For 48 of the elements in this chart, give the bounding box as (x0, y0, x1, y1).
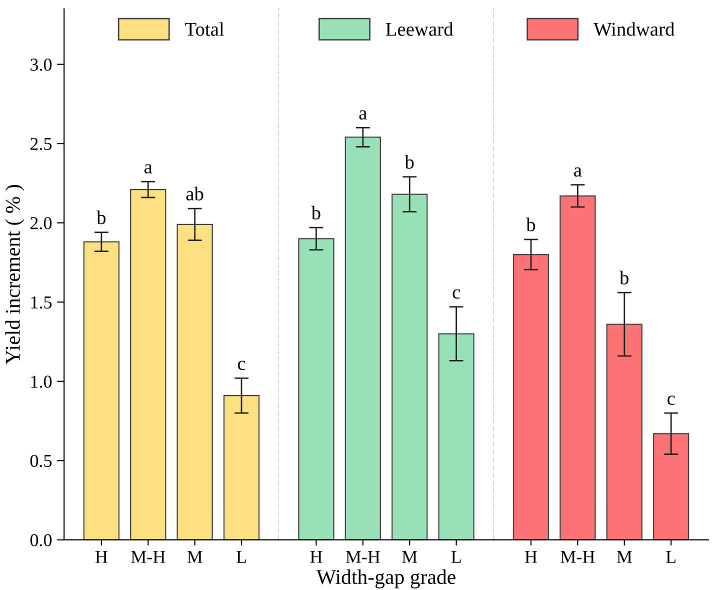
bar (512, 254, 550, 540)
annotation: b (526, 218, 536, 232)
annotation: b (620, 270, 629, 284)
x-tick-label: M (402, 550, 418, 563)
bar (653, 433, 690, 540)
annotation: ab (186, 186, 204, 200)
annotation: a (359, 110, 367, 120)
y-axis-title: Yield increment ( % ) (5, 185, 24, 364)
x-tick-label: M-H (346, 550, 380, 563)
bar (438, 333, 474, 540)
annotation: a (574, 167, 582, 177)
x-tick-label: H (95, 550, 108, 563)
legend-label: Total (185, 22, 224, 36)
bar (83, 241, 120, 540)
x-tick-label: H (310, 550, 322, 563)
bar (392, 194, 428, 540)
bar (298, 238, 334, 540)
annotation: c (238, 360, 246, 370)
y-tick-label: 1.0 (31, 376, 52, 388)
x-tick-label: L (451, 550, 461, 563)
y-tick-label: 3.0 (30, 58, 52, 71)
y-tick-label: 0.5 (30, 454, 52, 468)
annotation: b (96, 210, 106, 224)
x-tick-label: M (187, 550, 202, 563)
y-tick-label: 1.5 (31, 296, 52, 309)
bar (223, 395, 260, 540)
x-tick-label: M (616, 550, 632, 563)
x-tick-label: M-H (560, 550, 595, 563)
annotation: c (668, 396, 675, 405)
annotation: b (404, 155, 414, 169)
bar (560, 195, 596, 540)
bar (176, 224, 213, 540)
legend-label: Leeward (386, 22, 454, 36)
y-tick-label: 0.0 (30, 534, 52, 546)
x-tick-label: M-H (131, 550, 166, 563)
y-tick-label: 2.5 (30, 138, 52, 150)
annotation: b (311, 206, 320, 220)
bar (606, 324, 642, 540)
annotation: a (144, 164, 152, 174)
y-tick-label: 2.0 (30, 217, 52, 230)
x-tick-label: L (236, 550, 246, 563)
x-tick-label: L (666, 550, 676, 563)
legend-label: Windward (593, 22, 675, 36)
bar (344, 136, 381, 540)
x-tick-label: H (525, 550, 537, 563)
x-axis-title: Width-gap grade (316, 569, 456, 588)
bar (130, 188, 166, 540)
annotation: c (452, 289, 460, 299)
